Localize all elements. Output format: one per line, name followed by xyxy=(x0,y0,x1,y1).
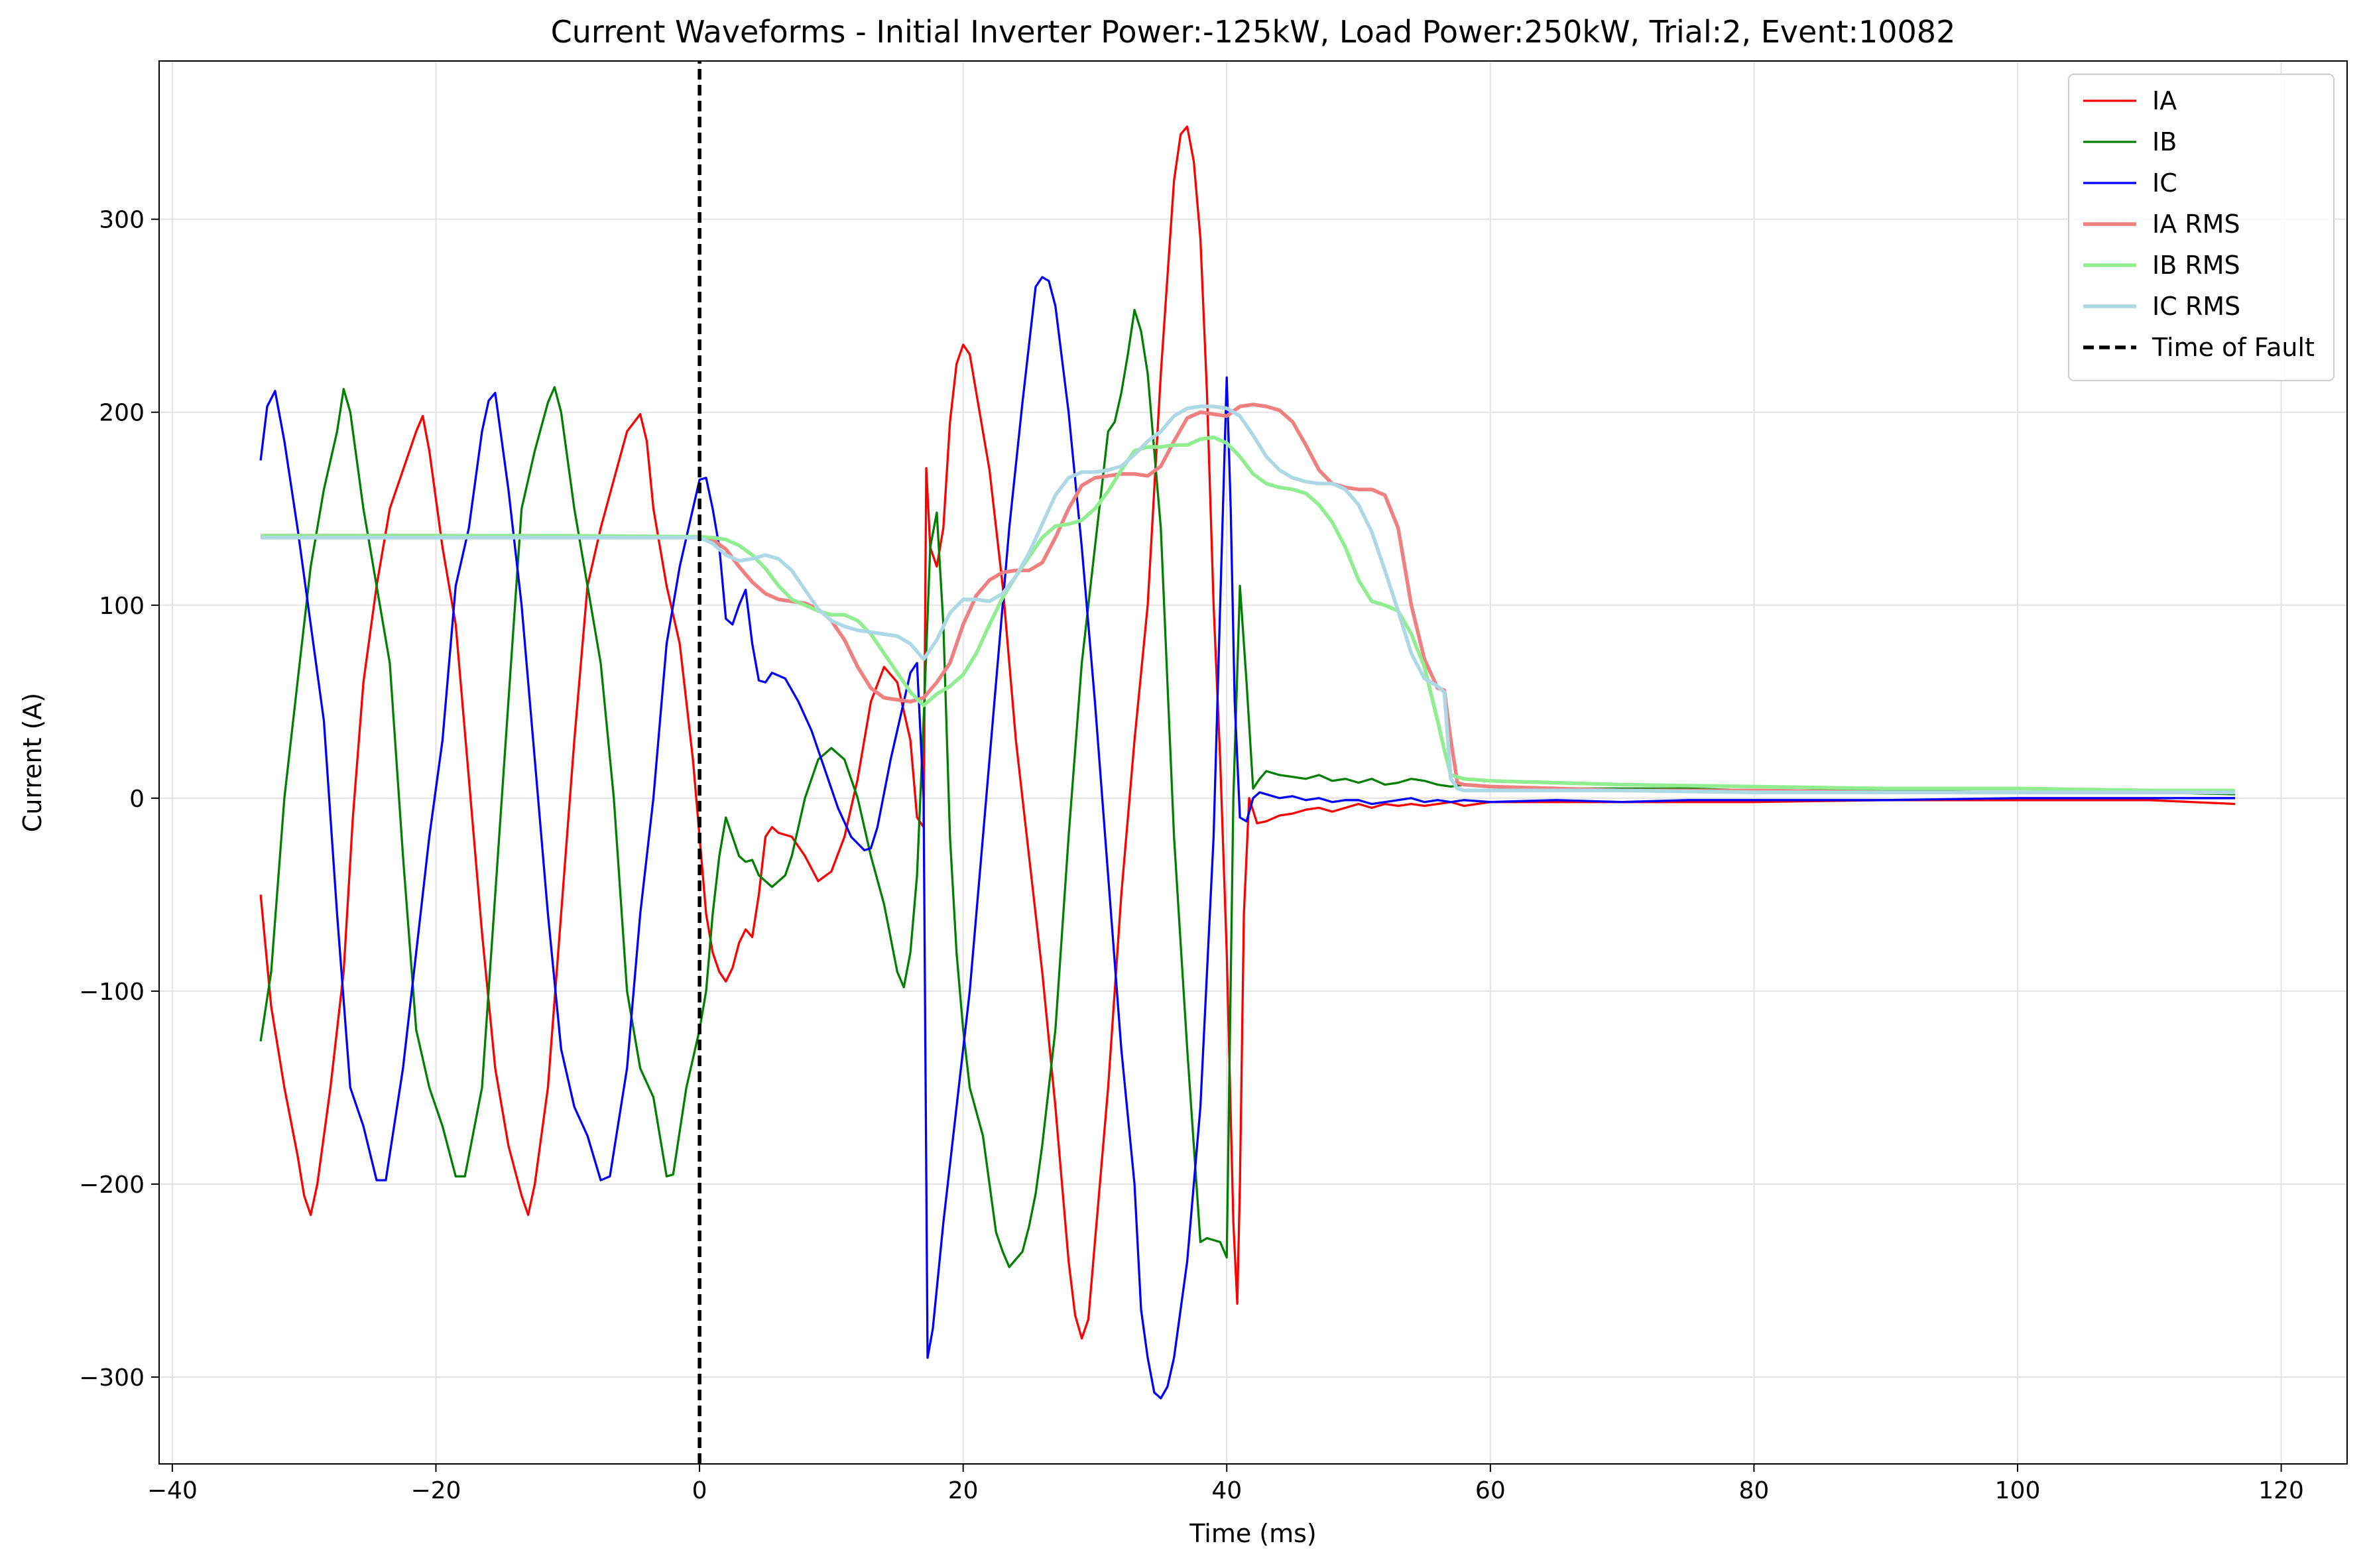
series-line-ic xyxy=(259,276,2235,1400)
x-tick-label: 60 xyxy=(1475,1477,1506,1504)
legend-box xyxy=(2068,74,2335,381)
legend: IA IB IC IA RMS IB RMS IC RMS Time of Fault xyxy=(2068,74,2335,381)
x-tick-label: 20 xyxy=(948,1477,979,1504)
y-tick-label: −300 xyxy=(79,1364,145,1392)
legend-label-ia-rms: IA RMS xyxy=(2152,210,2240,239)
y-tick-label: 200 xyxy=(99,400,145,427)
legend-label-ib: IB xyxy=(2152,127,2177,156)
legend-label-ic-rms: IC RMS xyxy=(2152,292,2240,321)
legend-label-ia: IA xyxy=(2152,86,2177,115)
tick-layer: −40 −20 0 20 40 60 80 100 120−300−200−1000100200… xyxy=(79,207,2304,1504)
legend-label-ic: IC xyxy=(2152,168,2177,198)
series-line-ia xyxy=(259,125,2236,1340)
x-tick-label: −20 xyxy=(410,1477,461,1504)
plot-layer xyxy=(259,61,2236,1464)
y-tick-label: 100 xyxy=(99,593,145,620)
y-tick-label: 300 xyxy=(99,207,145,234)
legend-label-ib-rms: IB RMS xyxy=(2152,251,2240,280)
legend-label-time-of-fault: Time of Fault xyxy=(2152,333,2315,362)
y-tick-label: −200 xyxy=(79,1172,145,1199)
x-tick-label: 80 xyxy=(1739,1477,1770,1504)
plot-frame xyxy=(158,60,2348,1465)
x-tick-label: 0 xyxy=(692,1477,707,1504)
x-tick-label: 40 xyxy=(1211,1477,1242,1504)
series-line-ib xyxy=(259,308,2236,1268)
x-tick-label: 100 xyxy=(1995,1477,2041,1504)
y-tick-label: −100 xyxy=(79,979,145,1006)
series-line-ib-rms xyxy=(261,435,2235,792)
chart-title: Current Waveforms - Initial Inverter Pow… xyxy=(551,14,1956,50)
x-axis-title: Time (ms) xyxy=(1189,1519,1317,1548)
series-line-ic-rms xyxy=(261,404,2235,794)
x-tick-label: −40 xyxy=(147,1477,198,1504)
y-tick-label: 0 xyxy=(129,786,145,813)
x-tick-label: 120 xyxy=(2258,1477,2304,1504)
y-axis-title: Current (A) xyxy=(18,693,47,832)
